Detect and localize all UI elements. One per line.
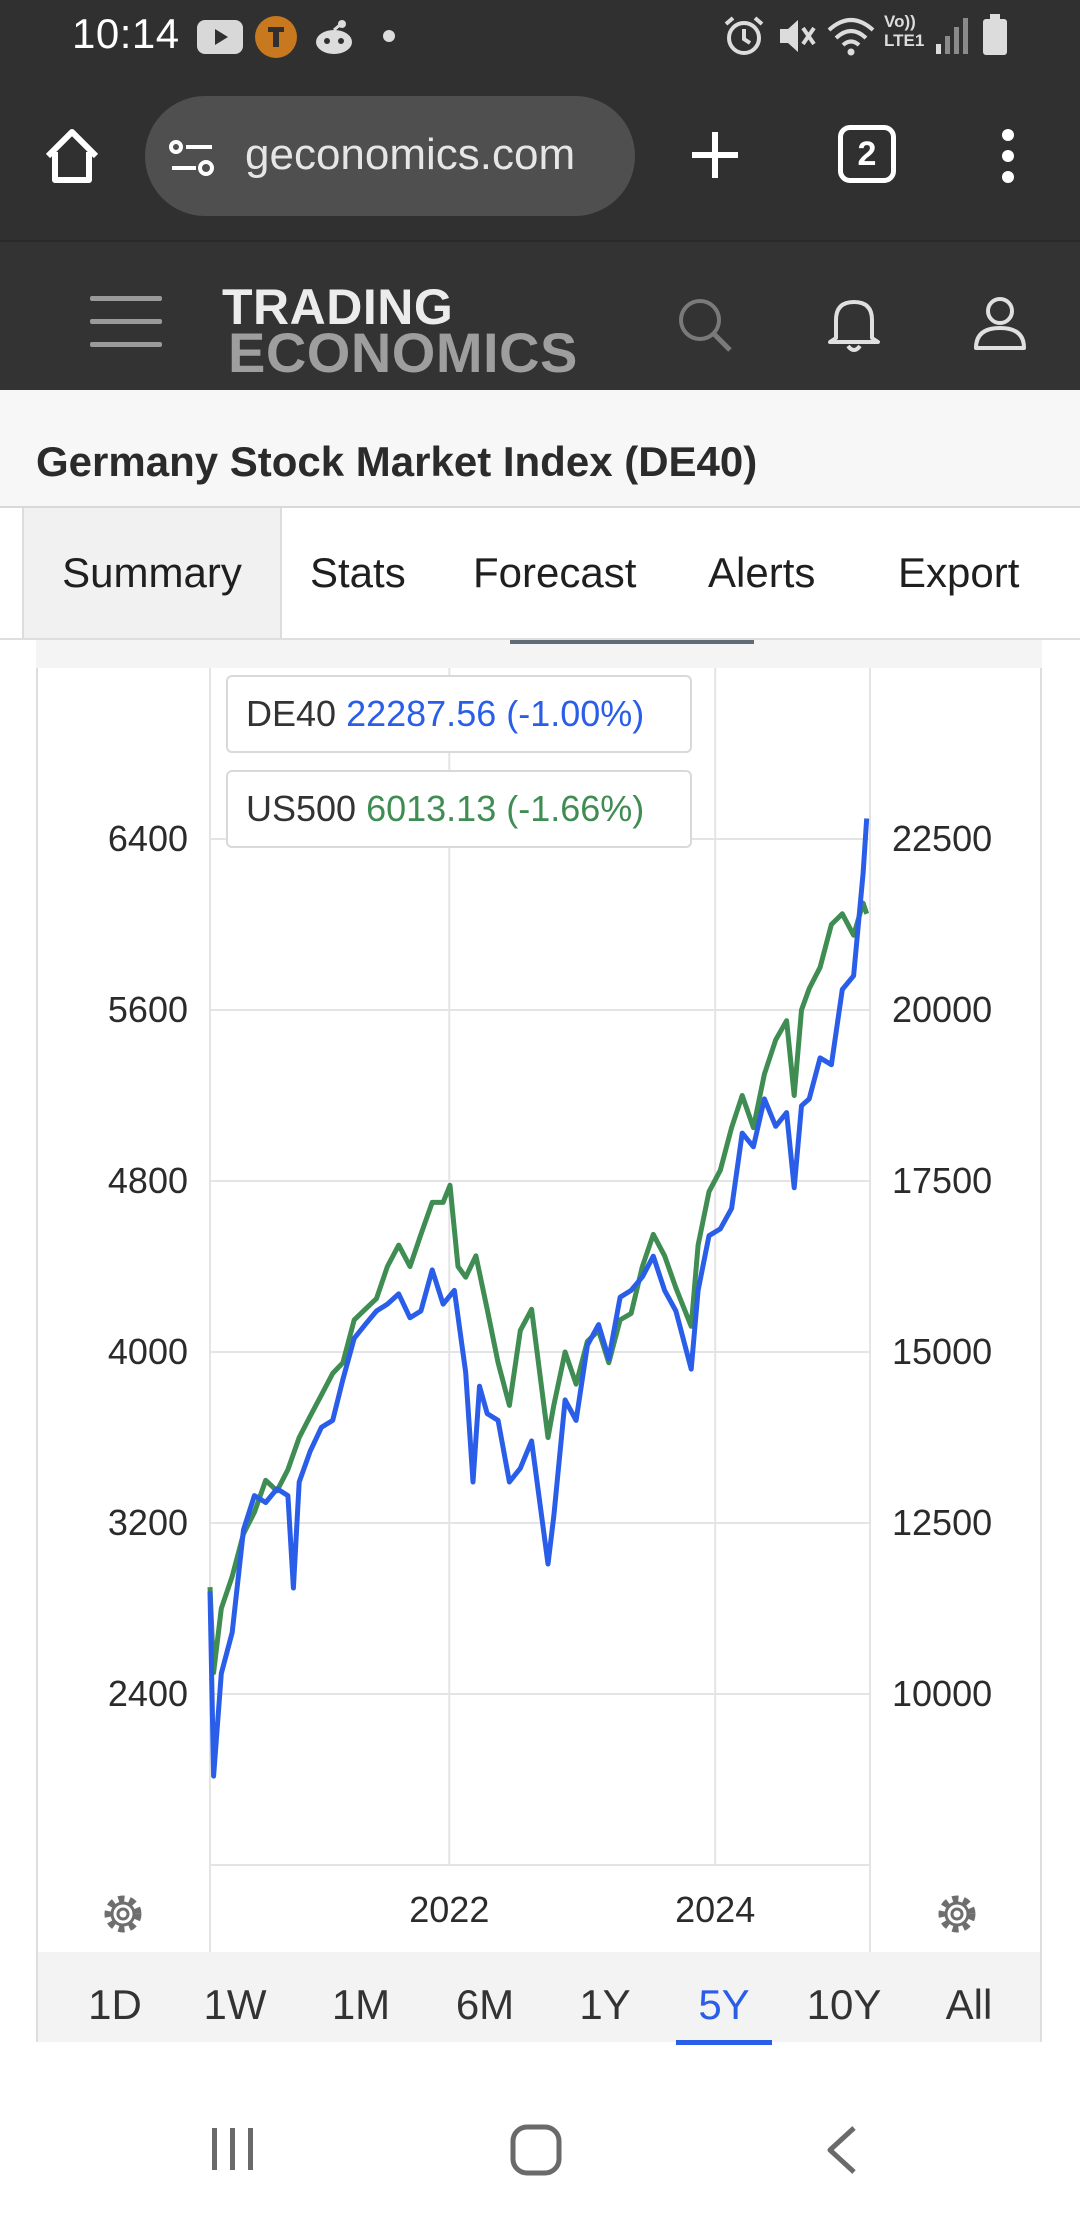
reddit-icon bbox=[316, 20, 352, 54]
x-axis: 2022 2024 bbox=[409, 1889, 755, 1930]
page-title: Germany Stock Market Index (DE40) bbox=[36, 438, 758, 485]
left-tick-label: 3200 bbox=[108, 1502, 188, 1543]
series-line-us500 bbox=[207, 900, 870, 1676]
stock-chart[interactable]: 6400 5600 4800 4000 3200 2400 22500 20000 17500… bbox=[0, 0, 1080, 2060]
chart-top-band bbox=[36, 640, 1042, 668]
legend-de40-value: 22287.56 (-1.00%) bbox=[346, 693, 645, 734]
dot-icon bbox=[383, 30, 395, 42]
right-tick-label: 20000 bbox=[892, 989, 992, 1030]
logo-line-2[interactable]: ECONOMICS bbox=[228, 321, 578, 384]
range-5y-button[interactable]: 5Y bbox=[676, 1965, 772, 2045]
tab-switcher-button[interactable]: 2 bbox=[838, 125, 896, 183]
youtube-icon bbox=[197, 20, 243, 54]
tab-stats[interactable]: Stats bbox=[310, 549, 406, 596]
chart-scroll-indicator bbox=[510, 640, 754, 644]
range-10y-button[interactable]: 10Y bbox=[806, 1981, 882, 2028]
tab-export[interactable]: Export bbox=[898, 549, 1020, 596]
left-axis-settings-gear-icon[interactable] bbox=[104, 1895, 142, 1933]
new-tab-icon[interactable] bbox=[690, 130, 740, 180]
series-line-de40 bbox=[207, 818, 870, 1779]
right-tick-label: 17500 bbox=[892, 1160, 992, 1201]
search-icon[interactable] bbox=[676, 296, 734, 354]
alarm-icon bbox=[724, 16, 764, 55]
recent-apps-icon[interactable] bbox=[208, 2124, 258, 2174]
chart-grid bbox=[209, 668, 871, 1955]
home-icon[interactable] bbox=[42, 126, 102, 186]
volte-label-bottom: LTE1 bbox=[884, 31, 925, 50]
tab-alerts[interactable]: Alerts bbox=[708, 549, 816, 596]
range-all-button[interactable]: All bbox=[945, 1981, 993, 2028]
address-bar[interactable] bbox=[145, 96, 635, 216]
tab-forecast[interactable]: Forecast bbox=[473, 549, 637, 596]
status-bar: 10:14 Vo)) LTE1 bbox=[0, 0, 1080, 72]
right-tick-label: 22500 bbox=[892, 818, 992, 859]
range-selector bbox=[38, 1952, 1040, 2042]
legend-us500-value: 6013.13 (-1.66%) bbox=[366, 788, 645, 829]
home-nav-icon[interactable] bbox=[510, 2124, 562, 2176]
volte-icon: Vo)) LTE1 bbox=[884, 12, 924, 50]
right-tick-label: 12500 bbox=[892, 1502, 992, 1543]
left-tick-label: 5600 bbox=[108, 989, 188, 1030]
right-axis-settings-gear-icon[interactable] bbox=[938, 1895, 976, 1933]
hamburger-menu-icon[interactable] bbox=[90, 294, 162, 350]
range-1y-button[interactable]: 1Y bbox=[579, 1981, 631, 2028]
legend-de40-name: DE40 bbox=[246, 693, 337, 734]
system-nav-bar bbox=[0, 2060, 1080, 2220]
mute-icon bbox=[780, 20, 816, 52]
x-tick-label: 2022 bbox=[409, 1889, 489, 1930]
section-tabs: Summary Stats Forecast Alerts Export bbox=[0, 508, 1080, 640]
left-tick-label: 2400 bbox=[108, 1673, 188, 1714]
range-1d-button[interactable]: 1D bbox=[88, 1981, 142, 2028]
tab-summary[interactable]: Summary bbox=[22, 508, 282, 638]
menu-kebab-icon[interactable] bbox=[996, 128, 1020, 184]
x-tick-label: 2024 bbox=[675, 1889, 755, 1930]
volte-label-top: Vo)) bbox=[884, 12, 916, 31]
legend-us500[interactable]: US500 6013.13 (-1.66%) bbox=[226, 770, 692, 848]
url-text[interactable]: geconomics.com bbox=[245, 130, 576, 179]
left-tick-label: 6400 bbox=[108, 818, 188, 859]
left-tick-label: 4800 bbox=[108, 1160, 188, 1201]
site-header: TRADING ECONOMICS bbox=[0, 240, 1080, 392]
signal-icon bbox=[936, 18, 968, 54]
wifi-icon bbox=[827, 18, 875, 56]
left-axis: 6400 5600 4800 4000 3200 2400 bbox=[108, 818, 188, 1714]
browser-toolbar: geconomics.com 2 bbox=[0, 72, 1080, 240]
right-tick-label: 10000 bbox=[892, 1673, 992, 1714]
bell-icon[interactable] bbox=[826, 294, 882, 356]
user-account-icon[interactable] bbox=[972, 294, 1028, 352]
right-axis: 22500 20000 17500 15000 12500 10000 bbox=[892, 818, 992, 1714]
range-1m-button[interactable]: 1M bbox=[331, 1981, 391, 2028]
logo-line-1[interactable]: TRADING bbox=[222, 279, 454, 335]
battery-icon bbox=[983, 14, 1007, 55]
chart-card bbox=[36, 640, 1042, 2042]
site-settings-icon[interactable] bbox=[168, 138, 216, 178]
title-strip: Germany Stock Market Index (DE40) bbox=[0, 390, 1080, 508]
legend-de40[interactable]: DE40 22287.56 (-1.00%) bbox=[226, 675, 692, 753]
legend-us500-name: US500 bbox=[246, 788, 357, 829]
back-nav-icon[interactable] bbox=[822, 2124, 862, 2176]
range-6m-button[interactable]: 6M bbox=[455, 1981, 515, 2028]
range-1w-button[interactable]: 1W bbox=[203, 1981, 267, 2028]
right-tick-label: 15000 bbox=[892, 1331, 992, 1372]
status-time: 10:14 bbox=[72, 10, 180, 57]
left-tick-label: 4000 bbox=[108, 1331, 188, 1372]
app-badge-icon bbox=[255, 16, 297, 58]
